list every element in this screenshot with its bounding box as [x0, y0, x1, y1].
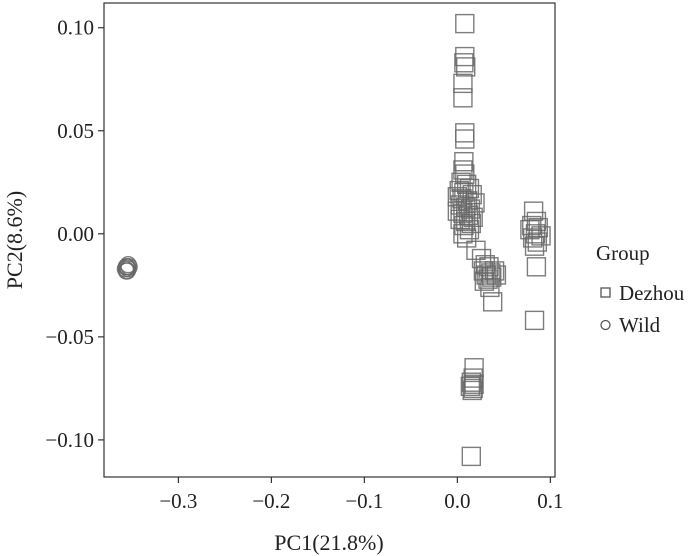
data-point-dezhou — [454, 53, 474, 73]
data-point-dezhou — [454, 151, 474, 172]
legend-title: Group — [596, 241, 650, 265]
data-point-dezhou — [482, 267, 502, 287]
data-point-dezhou — [460, 376, 481, 397]
data-point-dezhou — [482, 292, 503, 312]
legend: Group Dezhou Wild — [596, 241, 685, 337]
data-point-dezhou — [463, 378, 483, 399]
data-point-dezhou — [526, 211, 547, 232]
data-point-dezhou — [486, 265, 507, 285]
x-tick-label: −0.3 — [159, 489, 197, 513]
data-point-dezhou — [480, 277, 500, 298]
data-point-dezhou — [524, 236, 545, 256]
y-axis-title: PC2(8.6%) — [2, 191, 27, 289]
data-point-dezhou — [461, 372, 482, 392]
data-point-dezhou — [527, 232, 548, 252]
legend-swatch-dezhou — [600, 287, 611, 298]
data-point-dezhou — [460, 199, 481, 219]
x-tick-label: −0.1 — [345, 489, 383, 513]
data-point-dezhou — [479, 257, 499, 277]
data-point-dezhou — [456, 57, 476, 77]
data-point-dezhou — [453, 73, 473, 94]
data-point-dezhou — [526, 257, 547, 277]
data-point-dezhou — [454, 215, 474, 236]
data-point-dezhou — [522, 228, 543, 248]
x-tick-label: 0.1 — [537, 489, 563, 513]
data-point-dezhou — [462, 380, 482, 401]
data-point-dezhou — [520, 219, 540, 240]
data-point-dezhou — [461, 446, 482, 467]
data-point-dezhou — [455, 129, 475, 149]
data-point-dezhou — [464, 374, 484, 394]
y-tick-label: −0.10 — [45, 428, 94, 452]
legend-label-dezhou: Dezhou — [619, 281, 685, 305]
data-points — [116, 13, 551, 467]
data-point-dezhou — [456, 211, 476, 232]
data-point-dezhou — [455, 13, 475, 34]
x-tick-label: 0.0 — [444, 489, 470, 513]
axes: −0.3 −0.2 −0.1 0.0 0.1 0.10 0.05 0.00 −0.05 −0.10 — [45, 16, 563, 513]
data-point-wild — [118, 258, 136, 276]
y-tick-label: 0.00 — [57, 222, 94, 246]
data-point-dezhou — [453, 224, 473, 244]
data-point-dezhou — [453, 88, 473, 108]
y-tick-label: −0.05 — [45, 325, 94, 349]
y-tick-label: 0.05 — [57, 119, 94, 143]
legend-label-wild: Wild — [619, 313, 661, 337]
data-point-dezhou — [463, 368, 483, 388]
data-point-dezhou — [474, 271, 495, 291]
plot-panel — [103, 2, 556, 478]
legend-swatch-wild — [600, 319, 611, 331]
data-point-dezhou — [524, 310, 545, 331]
data-point-dezhou — [455, 46, 475, 67]
x-tick-label: −0.2 — [252, 489, 290, 513]
data-point-dezhou — [459, 219, 480, 240]
data-point-dezhou — [525, 224, 546, 244]
x-axis-title: PC1(21.8%) — [274, 530, 383, 555]
data-point-dezhou — [481, 263, 501, 283]
y-tick-label: 0.10 — [57, 16, 94, 40]
data-point-dezhou — [484, 261, 505, 281]
